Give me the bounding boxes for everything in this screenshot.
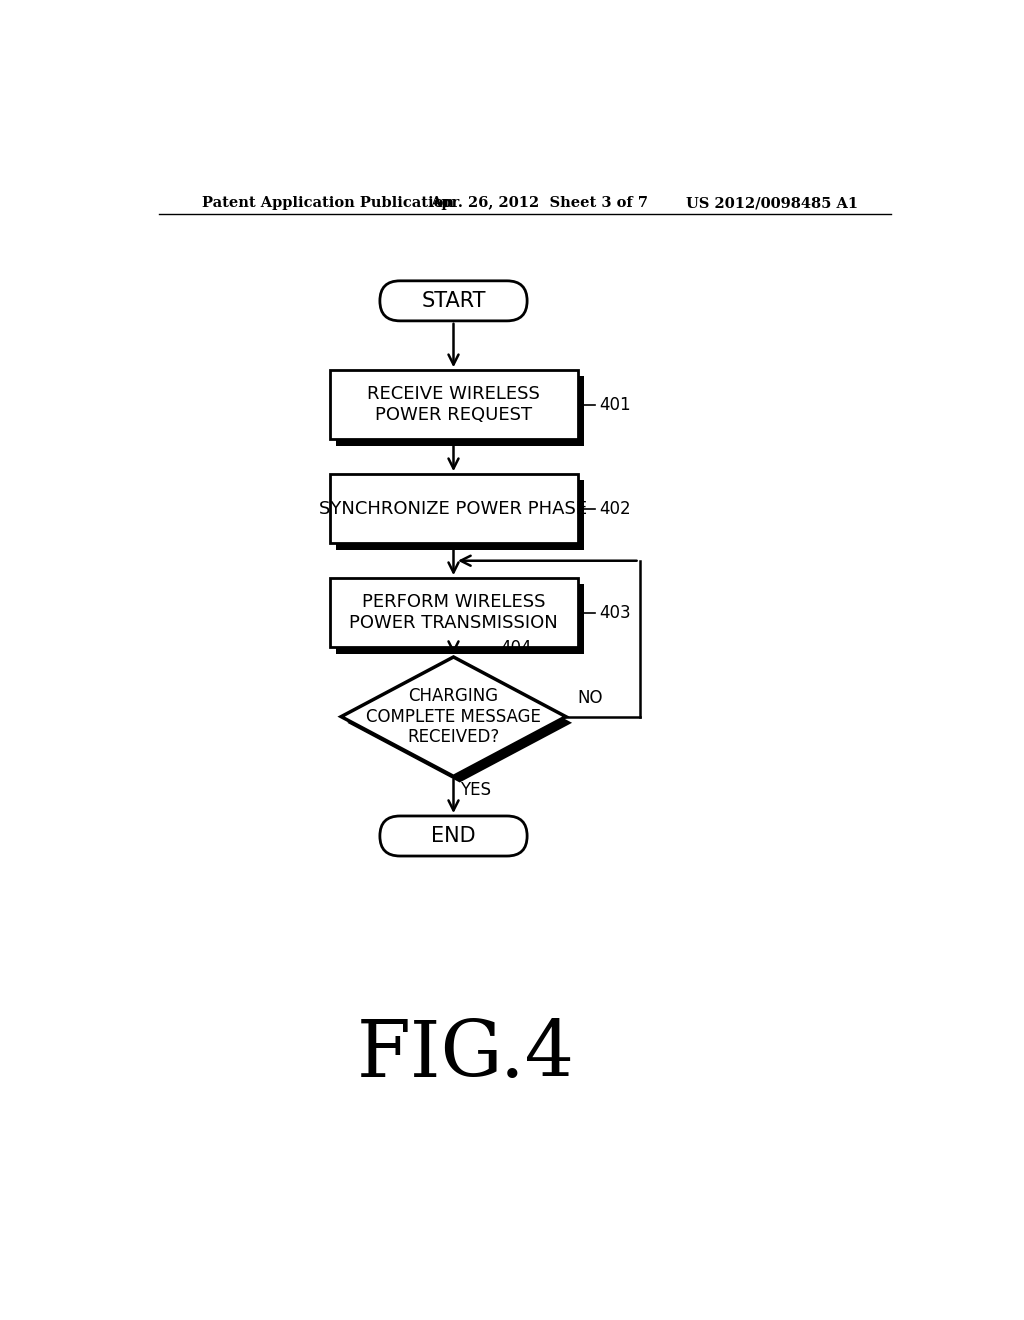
Text: 403: 403 [599,603,631,622]
Text: SYNCHRONIZE POWER PHASE: SYNCHRONIZE POWER PHASE [319,500,588,517]
Text: Patent Application Publication: Patent Application Publication [202,197,454,210]
Text: YES: YES [460,781,490,799]
Polygon shape [347,663,572,783]
Text: 404: 404 [500,639,531,657]
Text: RECEIVE WIRELESS
POWER REQUEST: RECEIVE WIRELESS POWER REQUEST [367,385,540,424]
Text: Apr. 26, 2012  Sheet 3 of 7: Apr. 26, 2012 Sheet 3 of 7 [430,197,648,210]
Text: START: START [421,290,485,310]
Polygon shape [336,376,584,446]
FancyBboxPatch shape [380,816,527,857]
Polygon shape [330,578,578,647]
Text: US 2012/0098485 A1: US 2012/0098485 A1 [686,197,858,210]
Text: 401: 401 [599,396,631,413]
Text: FIG.4: FIG.4 [356,1018,574,1093]
Polygon shape [330,474,578,544]
Polygon shape [330,370,578,440]
Text: 402: 402 [599,500,631,517]
Text: END: END [431,826,476,846]
FancyBboxPatch shape [380,281,527,321]
Text: PERFORM WIRELESS
POWER TRANSMISSION: PERFORM WIRELESS POWER TRANSMISSION [349,593,558,632]
Polygon shape [341,657,566,776]
Polygon shape [336,585,584,653]
Text: NO: NO [578,689,603,708]
Text: CHARGING
COMPLETE MESSAGE
RECEIVED?: CHARGING COMPLETE MESSAGE RECEIVED? [366,686,541,746]
Polygon shape [336,480,584,549]
